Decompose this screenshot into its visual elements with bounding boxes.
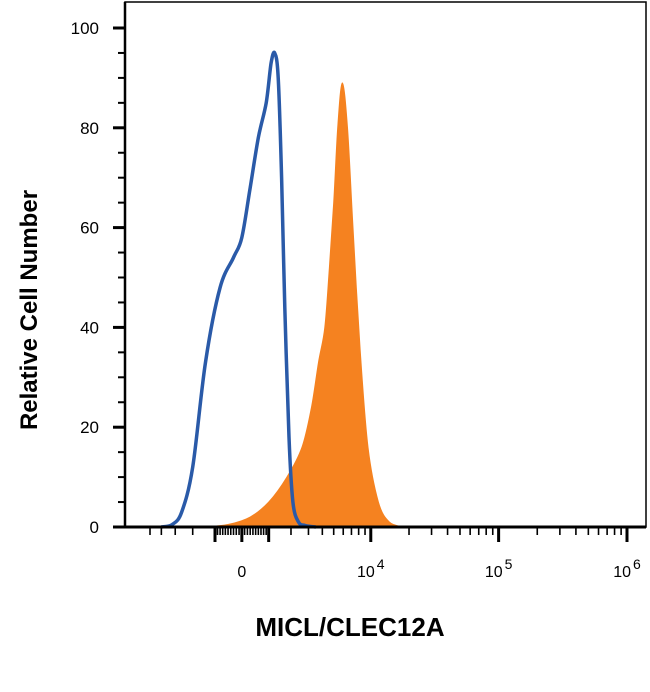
y-tick-label: 80 <box>80 119 99 138</box>
y-axis-label: Relative Cell Number <box>16 189 43 431</box>
x-axis: 0 10 4 10 5 10 6 <box>149 527 641 581</box>
x-axis-label: MICL/CLEC12A <box>255 612 445 642</box>
y-tick-label: 100 <box>71 19 99 38</box>
y-tick-label: 40 <box>80 318 99 337</box>
y-tick-label: 20 <box>80 418 99 437</box>
plot-frame <box>124 1 647 528</box>
x-tick-label: 10 5 <box>485 556 513 581</box>
x-tick-label: 10 4 <box>357 556 385 581</box>
histogram-outline-series <box>161 50 316 529</box>
histogram-filled-series <box>203 82 404 528</box>
y-tick-label: 60 <box>80 219 99 238</box>
x-tick-label: 0 <box>237 564 246 581</box>
y-axis: 0 20 40 60 80 100 <box>71 19 125 537</box>
series-layer <box>161 50 404 529</box>
y-tick-label: 0 <box>90 518 99 537</box>
x-tick-label: 10 6 <box>613 556 641 581</box>
